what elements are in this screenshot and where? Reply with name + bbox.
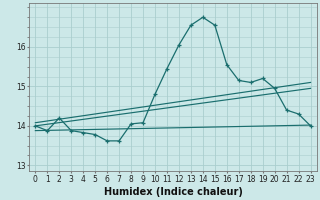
X-axis label: Humidex (Indice chaleur): Humidex (Indice chaleur) [103, 187, 242, 197]
